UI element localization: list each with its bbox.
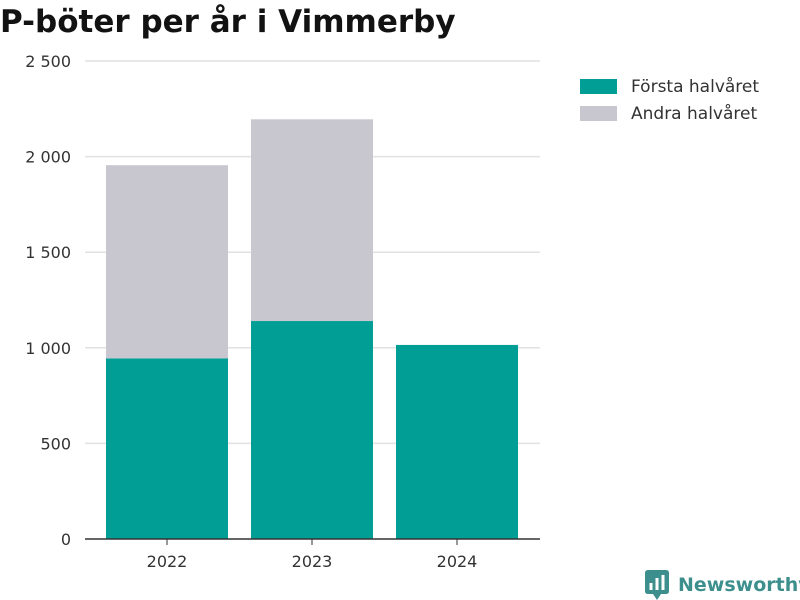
bar-2023-series-1[interactable] (251, 119, 373, 322)
bars (106, 119, 518, 539)
y-tick-label: 2 000 (25, 148, 71, 167)
bar-2022-series-0[interactable] (106, 358, 228, 539)
x-tick-label: 2023 (292, 552, 333, 571)
legend-swatch (580, 106, 617, 121)
legend: Första halvåret Andra halvåret (580, 73, 759, 127)
y-tick-label: 500 (40, 434, 71, 453)
newsworthy-logo[interactable]: Newsworthy (645, 570, 800, 600)
y-tick-label: 1 000 (25, 339, 71, 358)
y-tick-label: 1 500 (25, 243, 71, 262)
bar-2024-series-0[interactable] (396, 344, 518, 539)
axes (85, 538, 540, 545)
legend-swatch (580, 79, 617, 94)
legend-label: Andra halvåret (631, 103, 758, 124)
bar-2022-series-1[interactable] (106, 165, 228, 359)
legend-item-series-1[interactable]: Andra halvåret (580, 100, 759, 127)
x-tick-label: 2024 (437, 552, 478, 571)
legend-label: Första halvåret (631, 76, 760, 97)
brand-name: Newsworthy (678, 574, 800, 596)
x-tick-label: 2022 (147, 552, 188, 571)
bar-chart-pin-icon (645, 570, 669, 600)
y-tick-label: 0 (61, 530, 71, 549)
y-tick-labels: 0 500 1 000 1 500 2 000 2 500 (25, 52, 71, 549)
legend-item-series-0[interactable]: Första halvåret (580, 73, 759, 100)
chart-title: P-böter per år i Vimmerby (0, 4, 456, 40)
bar-2023-series-0[interactable] (251, 321, 373, 539)
x-tick-labels: 2022 2023 2024 (147, 552, 478, 571)
y-tick-label: 2 500 (25, 52, 71, 71)
